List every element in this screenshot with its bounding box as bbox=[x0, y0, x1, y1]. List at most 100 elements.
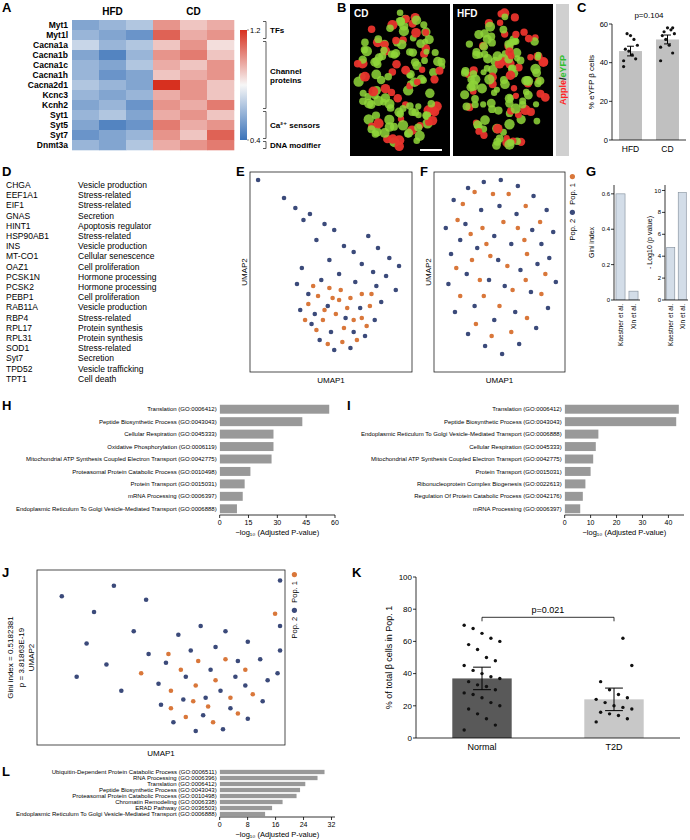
point bbox=[316, 294, 321, 299]
y-axis bbox=[665, 185, 666, 300]
gene-cell: HINT1 bbox=[6, 221, 31, 231]
y-tick-label: 100 bbox=[399, 573, 413, 582]
legend-marker bbox=[292, 608, 297, 613]
point bbox=[517, 342, 522, 347]
green-cell bbox=[501, 13, 508, 20]
green-cell bbox=[420, 21, 427, 28]
point bbox=[191, 699, 196, 704]
function-cell: Protein synthesis bbox=[78, 333, 143, 343]
red-cell bbox=[392, 60, 401, 69]
data-point bbox=[476, 648, 479, 651]
x-tick bbox=[668, 515, 669, 518]
point bbox=[193, 729, 198, 734]
y-tick-label: 40 bbox=[600, 58, 608, 67]
y-tick-label: 0 bbox=[658, 297, 662, 303]
heat-cell bbox=[126, 80, 153, 90]
green-cell bbox=[463, 102, 471, 110]
x-tick-label: 40 bbox=[665, 519, 673, 526]
heat-cell bbox=[126, 50, 153, 60]
significance-bracket bbox=[482, 617, 614, 621]
green-cell bbox=[397, 9, 404, 16]
heat-cell bbox=[72, 30, 99, 40]
heat-cell bbox=[99, 70, 126, 80]
data-point bbox=[462, 728, 465, 731]
point bbox=[181, 697, 186, 702]
green-cell bbox=[484, 74, 494, 84]
heat-cell bbox=[72, 50, 99, 60]
point bbox=[487, 278, 492, 283]
function-cell: Cellular senescence bbox=[78, 251, 155, 261]
green-cell bbox=[437, 58, 445, 66]
point bbox=[223, 657, 228, 662]
green-cell bbox=[370, 58, 379, 67]
heat-cell bbox=[99, 110, 126, 120]
gene-cell: PEBP1 bbox=[6, 292, 34, 302]
data-point bbox=[485, 656, 488, 659]
point bbox=[501, 220, 506, 225]
point bbox=[464, 272, 469, 277]
point bbox=[547, 256, 552, 261]
red-cell bbox=[520, 28, 527, 35]
bar bbox=[678, 193, 686, 300]
legend-label: Pop. 2 bbox=[568, 219, 577, 241]
column-label: CD bbox=[186, 6, 200, 17]
data-point bbox=[625, 32, 628, 35]
green-cell bbox=[466, 83, 475, 92]
point bbox=[525, 252, 530, 257]
data-point bbox=[659, 46, 662, 49]
point bbox=[497, 204, 502, 209]
data-point bbox=[636, 44, 639, 47]
point bbox=[298, 308, 303, 313]
x-tick bbox=[564, 515, 565, 518]
data-point bbox=[494, 688, 497, 691]
y-tick-label: 60 bbox=[600, 20, 608, 29]
point bbox=[379, 300, 384, 305]
green-cell bbox=[493, 51, 503, 61]
colorbar-label: 1.2 bbox=[250, 26, 260, 35]
point bbox=[159, 702, 164, 707]
bar bbox=[565, 442, 596, 451]
y-tick bbox=[662, 190, 665, 191]
point bbox=[387, 256, 392, 261]
x-tick bbox=[277, 515, 278, 518]
x-tick bbox=[248, 515, 249, 518]
point bbox=[534, 326, 539, 331]
point bbox=[260, 699, 265, 704]
data-point bbox=[630, 707, 633, 710]
point bbox=[374, 284, 379, 289]
data-point bbox=[608, 712, 611, 715]
green-cell bbox=[374, 35, 382, 43]
y-tick-label: 40 bbox=[403, 669, 412, 678]
category-label: Peptide Biosynthetic Process (GO:0043043… bbox=[444, 419, 562, 425]
x-tick-label: 30 bbox=[639, 519, 647, 526]
point bbox=[306, 302, 311, 307]
group-label: TFs bbox=[270, 26, 285, 35]
x-tick bbox=[247, 817, 248, 820]
green-cell bbox=[481, 50, 488, 57]
category-label: mRNA Processing (GO:0006397) bbox=[473, 506, 562, 512]
point bbox=[338, 288, 343, 293]
point bbox=[332, 348, 337, 353]
green-cell bbox=[414, 123, 422, 131]
point bbox=[213, 645, 218, 650]
y-tick bbox=[413, 673, 416, 674]
point bbox=[278, 578, 283, 583]
panel-letter: L bbox=[2, 764, 10, 779]
green-cell bbox=[534, 118, 541, 125]
x-tick-label: 45 bbox=[302, 519, 310, 526]
point bbox=[523, 278, 528, 283]
group-bracket bbox=[263, 142, 266, 149]
x-axis-title: −log₁₀ (Adjusted P-value) bbox=[235, 830, 319, 839]
x-axis-title: UMAP1 bbox=[147, 749, 175, 758]
y-axis bbox=[612, 24, 613, 140]
function-cell: Protein synthesis bbox=[78, 323, 143, 333]
green-cell bbox=[530, 64, 540, 74]
point bbox=[472, 190, 477, 195]
panel-letter: J bbox=[2, 565, 9, 580]
green-cell bbox=[484, 65, 491, 72]
point bbox=[539, 242, 544, 247]
function-cell: Vesicle production bbox=[78, 180, 147, 190]
heat-cell bbox=[72, 60, 99, 70]
point bbox=[489, 334, 494, 339]
data-point bbox=[462, 664, 465, 667]
